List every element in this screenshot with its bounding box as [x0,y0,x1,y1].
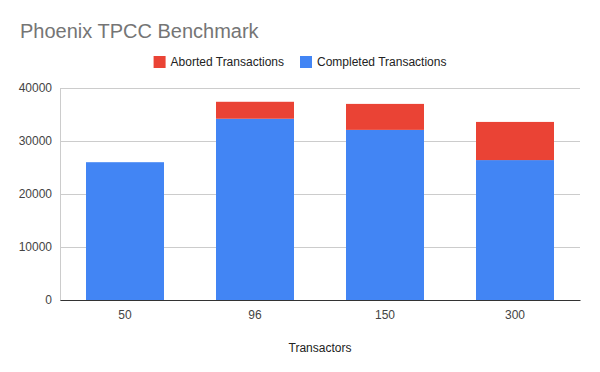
bar [86,162,164,300]
x-tick: 96 [248,300,262,322]
y-tick-label: 20000 [19,187,53,201]
bar [476,160,554,300]
legend-item: Aborted Transactions [154,55,284,69]
legend-swatch [154,56,166,68]
x-tick: 300 [505,300,525,322]
bar [476,122,554,160]
background [0,0,600,372]
x-tick-label: 50 [118,308,132,322]
bar [346,104,424,130]
x-tick: 150 [375,300,395,322]
legend-label: Completed Transactions [317,55,446,69]
bars [86,102,554,300]
y-tick: 40000 [19,81,580,95]
bar [216,102,294,119]
grid-line [60,88,580,89]
y-axis: 0 10000 20000 30000 40000 [19,81,580,307]
grid-line [60,300,580,301]
x-axis-title: Transactors [289,341,352,355]
y-axis-line [61,89,581,301]
y-tick-label: 30000 [19,134,53,148]
legend-item: Completed Transactions [300,55,446,69]
y-tick-label: 40000 [19,81,53,95]
bar [346,130,424,300]
y-tick-label: 0 [45,293,52,307]
x-axis: 50 96 150 300 [61,300,581,322]
chart: 0 10000 20000 30000 40000 50 96 150 300 Phoenix T… [0,0,600,372]
legend-label: Aborted Transactions [171,55,284,69]
bar [216,119,294,300]
series [216,102,554,160]
y-tick-label: 10000 [19,240,53,254]
x-tick: 50 [118,300,132,322]
bar [86,162,164,163]
legend-swatch [300,56,312,68]
title: Phoenix TPCC Benchmark [20,20,260,42]
x-axis-line [61,300,581,301]
series [86,119,554,300]
plot: 0 10000 20000 30000 40000 50 96 150 300 [19,81,581,321]
x-tick-label: 300 [505,308,525,322]
legend: Aborted Transactions Completed Transactio… [154,55,447,69]
x-tick-label: 150 [375,308,395,322]
x-tick-label: 96 [248,308,262,322]
